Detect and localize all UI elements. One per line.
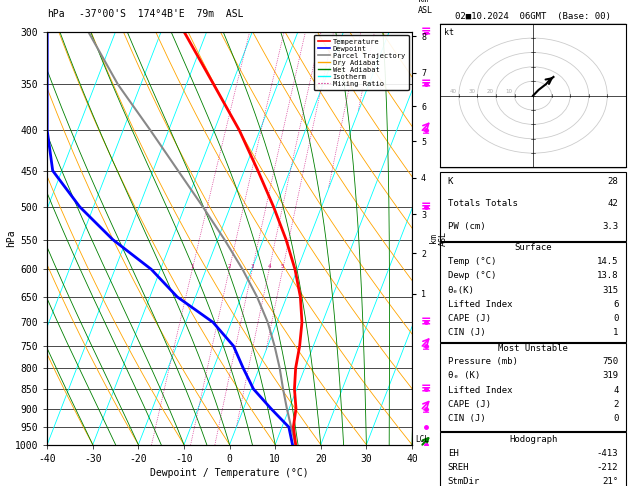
Text: Most Unstable: Most Unstable [498,345,568,353]
Text: ≡: ≡ [422,406,430,416]
Text: θₑ (K): θₑ (K) [448,371,480,381]
Text: hPa: hPa [6,229,16,247]
Text: Lifted Index: Lifted Index [448,300,512,309]
Text: Hodograph: Hodograph [509,435,557,444]
Text: 0: 0 [613,414,618,423]
Text: -212: -212 [597,463,618,472]
Text: θₑ(K): θₑ(K) [448,286,475,295]
X-axis label: Dewpoint / Temperature (°C): Dewpoint / Temperature (°C) [150,468,309,478]
Text: 319: 319 [603,371,618,381]
Text: ≡: ≡ [421,200,431,213]
Text: Lifted Index: Lifted Index [448,385,512,395]
Text: ≡: ≡ [422,343,430,353]
Text: km
ASL: km ASL [418,0,433,15]
Text: 20: 20 [487,89,494,94]
Text: 1: 1 [191,264,194,269]
Text: -413: -413 [597,449,618,458]
Text: 1: 1 [613,328,618,337]
Text: 42: 42 [608,199,618,208]
Text: CIN (J): CIN (J) [448,328,486,337]
Text: 02■10.2024  06GMT  (Base: 00): 02■10.2024 06GMT (Base: 00) [455,12,611,21]
Text: Surface: Surface [515,243,552,252]
Text: 0: 0 [613,314,618,323]
Text: LCL: LCL [416,435,430,444]
Text: 2: 2 [228,264,231,269]
Text: 28: 28 [608,177,618,186]
Bar [440,24,626,168]
Text: Temp (°C): Temp (°C) [448,257,496,266]
Text: 2: 2 [613,399,618,409]
Text: 6: 6 [613,300,618,309]
Text: -37°00'S  174°4B'E  79m  ASL: -37°00'S 174°4B'E 79m ASL [79,9,243,19]
Text: 315: 315 [603,286,618,295]
Text: kt: kt [444,28,454,37]
Text: hPa: hPa [47,9,65,19]
Text: 13.8: 13.8 [597,271,618,280]
Text: 4: 4 [613,385,618,395]
Text: 14.5: 14.5 [597,257,618,266]
Bar [440,343,626,432]
Text: EH: EH [448,449,459,458]
Bar [440,433,626,486]
Bar [440,242,626,342]
Text: Dewp (°C): Dewp (°C) [448,271,496,280]
Text: 10: 10 [506,89,513,94]
Text: 21°: 21° [603,477,618,486]
Text: 40: 40 [450,89,457,94]
Text: CAPE (J): CAPE (J) [448,314,491,323]
Text: K: K [448,177,453,186]
Text: ≡: ≡ [421,382,431,396]
Text: ≡: ≡ [421,25,431,38]
Text: SREH: SREH [448,463,469,472]
Text: ≡: ≡ [422,127,430,138]
Text: 3.3: 3.3 [603,222,618,231]
Text: 750: 750 [603,357,618,366]
Text: StmDir: StmDir [448,477,480,486]
Text: CIN (J): CIN (J) [448,414,486,423]
Bar [440,172,626,241]
Text: Pressure (mb): Pressure (mb) [448,357,518,366]
Legend: Temperature, Dewpoint, Parcel Trajectory, Dry Adiabat, Wet Adiabat, Isotherm, Mi: Temperature, Dewpoint, Parcel Trajectory… [314,35,408,90]
Text: 3: 3 [250,264,254,269]
Text: CAPE (J): CAPE (J) [448,399,491,409]
Text: Mixing Ratio (g/kg): Mixing Ratio (g/kg) [466,194,475,282]
Text: 4: 4 [267,264,271,269]
Text: ≡: ≡ [421,78,431,91]
Text: ≡: ≡ [421,316,431,329]
Text: PW (cm): PW (cm) [448,222,486,231]
Y-axis label: km
ASL: km ASL [429,231,448,245]
Text: 5: 5 [281,264,284,269]
Text: 30: 30 [469,89,476,94]
Text: Totals Totals: Totals Totals [448,199,518,208]
